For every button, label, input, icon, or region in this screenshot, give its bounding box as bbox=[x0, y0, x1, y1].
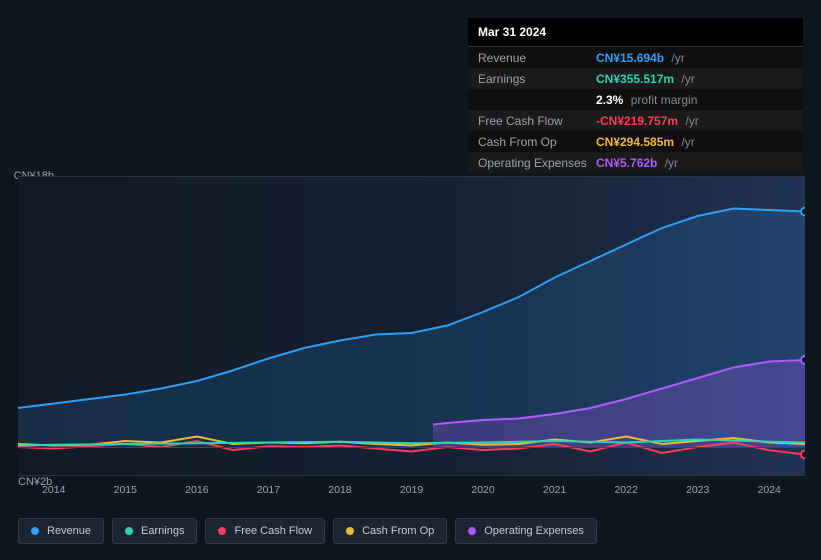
x-axis-label: 2014 bbox=[42, 484, 65, 496]
tooltip-value: -CN¥219.757m /yr bbox=[596, 114, 699, 128]
legend-swatch bbox=[218, 527, 226, 535]
tooltip-row: RevenueCN¥15.694b /yr bbox=[468, 47, 803, 68]
legend-item-opex[interactable]: Operating Expenses bbox=[455, 518, 597, 544]
legend-swatch bbox=[468, 527, 476, 535]
chart-plot-area[interactable] bbox=[18, 176, 805, 476]
legend-item-fcf[interactable]: Free Cash Flow bbox=[205, 518, 325, 544]
series-endpoint-fcf bbox=[801, 451, 805, 459]
x-axis-label: 2020 bbox=[471, 484, 494, 496]
x-axis-label: 2018 bbox=[328, 484, 351, 496]
series-endpoint-opex bbox=[801, 356, 805, 364]
tooltip-key: Earnings bbox=[478, 72, 596, 86]
tooltip-date: Mar 31 2024 bbox=[468, 18, 803, 47]
chart-x-axis: 2014 2015 2016 2017 2018 2019 2020 2021 2022 2023… bbox=[18, 484, 805, 500]
legend-swatch bbox=[125, 527, 133, 535]
legend-item-earnings[interactable]: Earnings bbox=[112, 518, 197, 544]
zero-gridline bbox=[18, 447, 805, 448]
tooltip-suffix: /yr bbox=[661, 156, 678, 170]
tooltip-row: Cash From OpCN¥294.585m /yr bbox=[468, 131, 803, 152]
legend-label: Operating Expenses bbox=[484, 525, 584, 537]
tooltip-key: Operating Expenses bbox=[478, 156, 596, 170]
x-axis-label: 2024 bbox=[758, 484, 781, 496]
tooltip-value: CN¥5.762b /yr bbox=[596, 156, 678, 170]
legend-label: Earnings bbox=[141, 525, 184, 537]
x-axis-label: 2016 bbox=[185, 484, 208, 496]
tooltip-row: 2.3% profit margin bbox=[468, 89, 803, 110]
tooltip-row: Free Cash Flow-CN¥219.757m /yr bbox=[468, 110, 803, 131]
legend-swatch bbox=[31, 527, 39, 535]
x-axis-label: 2023 bbox=[686, 484, 709, 496]
legend-label: Free Cash Flow bbox=[234, 525, 312, 537]
series-endpoint-revenue bbox=[801, 208, 805, 216]
x-axis-label: 2022 bbox=[614, 484, 637, 496]
chart-tooltip: Mar 31 2024 RevenueCN¥15.694b /yrEarning… bbox=[468, 18, 803, 173]
tooltip-key: Revenue bbox=[478, 51, 596, 65]
tooltip-key: Cash From Op bbox=[478, 135, 596, 149]
tooltip-row: EarningsCN¥355.517m /yr bbox=[468, 68, 803, 89]
tooltip-value: CN¥15.694b /yr bbox=[596, 51, 685, 65]
chart-svg bbox=[18, 177, 805, 477]
x-axis-label: 2017 bbox=[257, 484, 280, 496]
x-axis-label: 2019 bbox=[400, 484, 423, 496]
chart: CN¥18bCN¥0-CN¥2b bbox=[18, 158, 805, 478]
tooltip-key bbox=[478, 93, 596, 107]
tooltip-value: CN¥294.585m /yr bbox=[596, 135, 695, 149]
chart-legend: Revenue Earnings Free Cash Flow Cash From O… bbox=[18, 518, 597, 544]
tooltip-suffix: profit margin bbox=[627, 93, 697, 107]
x-axis-label: 2021 bbox=[543, 484, 566, 496]
legend-label: Cash From Op bbox=[362, 525, 434, 537]
tooltip-suffix: /yr bbox=[668, 51, 685, 65]
tooltip-value: CN¥355.517m /yr bbox=[596, 72, 695, 86]
legend-item-cashop[interactable]: Cash From Op bbox=[333, 518, 447, 544]
tooltip-value: 2.3% profit margin bbox=[596, 93, 697, 107]
legend-label: Revenue bbox=[47, 525, 91, 537]
tooltip-row: Operating ExpensesCN¥5.762b /yr bbox=[468, 152, 803, 173]
tooltip-key: Free Cash Flow bbox=[478, 114, 596, 128]
x-axis-label: 2015 bbox=[114, 484, 137, 496]
tooltip-suffix: /yr bbox=[678, 135, 695, 149]
tooltip-suffix: /yr bbox=[682, 114, 699, 128]
tooltip-suffix: /yr bbox=[678, 72, 695, 86]
legend-item-revenue[interactable]: Revenue bbox=[18, 518, 104, 544]
legend-swatch bbox=[346, 527, 354, 535]
